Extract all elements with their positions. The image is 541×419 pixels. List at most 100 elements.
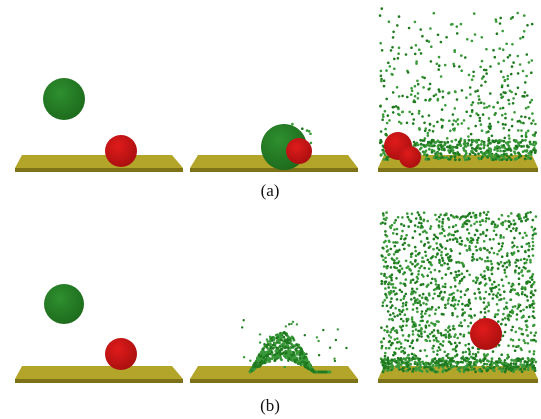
- particle: [468, 300, 471, 303]
- particle: [392, 111, 395, 114]
- particle: [529, 281, 532, 284]
- particle: [429, 27, 432, 30]
- particle: [496, 313, 499, 316]
- particle: [528, 249, 531, 252]
- particle: [464, 56, 467, 59]
- particle: [444, 104, 447, 107]
- particle: [526, 295, 529, 298]
- particle: [518, 277, 521, 280]
- particle: [457, 123, 460, 126]
- particle: [441, 126, 444, 129]
- particle: [465, 289, 468, 292]
- particle: [513, 147, 516, 150]
- particle: [407, 318, 410, 321]
- particle: [488, 217, 491, 220]
- particle: [464, 294, 467, 297]
- particle: [427, 259, 430, 262]
- particle: [249, 371, 252, 374]
- particle: [494, 154, 497, 157]
- particle: [508, 129, 511, 132]
- particle: [448, 337, 451, 340]
- particle: [511, 118, 514, 121]
- particle: [415, 369, 418, 372]
- particle: [417, 330, 420, 333]
- particle: [412, 325, 415, 328]
- particle: [436, 121, 439, 124]
- particle: [417, 211, 420, 214]
- particle: [500, 353, 503, 356]
- particle: [419, 233, 422, 236]
- particle: [398, 341, 401, 344]
- particle: [493, 362, 496, 365]
- particle: [530, 363, 533, 366]
- particle: [483, 363, 486, 366]
- particle: [491, 283, 494, 286]
- particle: [508, 156, 511, 159]
- particle: [333, 358, 335, 360]
- particle: [532, 306, 535, 309]
- particle: [525, 261, 528, 264]
- particle: [412, 330, 415, 333]
- particle: [380, 326, 383, 329]
- particle: [528, 117, 531, 120]
- particle: [399, 313, 402, 316]
- particle: [380, 130, 383, 133]
- particle: [298, 359, 301, 362]
- particle: [268, 350, 271, 353]
- particle: [500, 234, 503, 237]
- particle: [499, 236, 502, 239]
- particle: [453, 277, 456, 280]
- particle: [414, 85, 417, 88]
- particle: [491, 135, 494, 138]
- particle: [409, 261, 412, 264]
- particle: [396, 233, 399, 236]
- platform-edge: [378, 168, 538, 172]
- particle: [530, 122, 533, 125]
- particle: [532, 149, 535, 152]
- particle: [520, 220, 523, 223]
- particle: [400, 346, 403, 349]
- particle: [526, 146, 529, 149]
- particle: [430, 271, 433, 274]
- particle: [322, 329, 324, 331]
- particle: [514, 222, 517, 225]
- particle: [386, 296, 389, 299]
- particle: [453, 119, 456, 122]
- particle: [448, 233, 451, 236]
- particle: [517, 345, 520, 348]
- particle: [414, 260, 417, 263]
- red-sphere: [105, 338, 137, 370]
- particle: [386, 369, 389, 372]
- particle: [507, 354, 510, 357]
- particle: [388, 20, 391, 23]
- particle: [409, 345, 412, 348]
- particle: [523, 95, 526, 98]
- particle: [418, 214, 421, 217]
- particle: [461, 226, 464, 229]
- particle: [468, 232, 471, 235]
- particle: [407, 216, 410, 219]
- particle: [480, 84, 483, 87]
- particle: [436, 63, 439, 66]
- particle: [500, 261, 503, 264]
- particle: [274, 342, 277, 345]
- particle: [498, 250, 501, 253]
- particle: [389, 368, 392, 371]
- particle: [506, 252, 509, 255]
- particle: [435, 283, 438, 286]
- particle: [382, 301, 385, 304]
- particle: [456, 216, 459, 219]
- particle: [388, 334, 391, 337]
- particle: [417, 263, 420, 266]
- particle: [462, 312, 465, 315]
- particle: [384, 230, 387, 233]
- particle: [482, 147, 485, 150]
- particle: [434, 357, 437, 360]
- particle: [519, 37, 522, 40]
- particle: [407, 244, 410, 247]
- particle: [516, 214, 519, 217]
- particle: [532, 293, 535, 296]
- particle: [392, 312, 395, 315]
- particle: [407, 265, 410, 268]
- particle: [402, 334, 405, 337]
